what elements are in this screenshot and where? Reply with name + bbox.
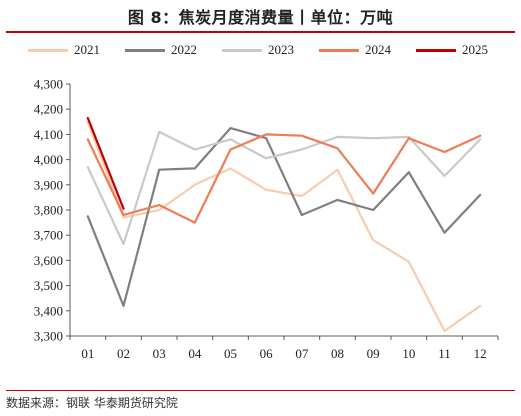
title-divider — [6, 31, 515, 33]
y-axis: 3,300 3,400 3,500 3,600 3,700 3,800 3,900 4,000… — [34, 77, 71, 344]
legend-item-2023: 2023 — [222, 38, 294, 62]
chart-area: 3,300 3,400 3,500 3,600 3,700 3,800 3,900 4,000… — [0, 62, 521, 382]
x-tick-label: 08 — [331, 346, 344, 361]
legend-swatch-2022 — [125, 48, 165, 52]
y-tick-label: 3,500 — [34, 278, 63, 293]
series-line-2025 — [86, 116, 125, 210]
source-note: 数据来源：钢联 华泰期货研究院 — [6, 396, 178, 410]
legend-item-2025: 2025 — [416, 38, 488, 62]
x-tick-label: 02 — [117, 346, 130, 361]
line-chart: 3,300 3,400 3,500 3,600 3,700 3,800 3,900 4,000… — [34, 77, 499, 361]
source-divider — [6, 390, 515, 391]
chart-legend: 2021 2022 2023 2024 2025 — [0, 38, 521, 62]
series-line-2021 — [86, 120, 482, 333]
legend-label-2025: 2025 — [462, 42, 488, 57]
legend-swatch-2025 — [416, 48, 456, 52]
x-tick-label: 09 — [367, 346, 380, 361]
y-tick-label: 3,900 — [34, 177, 63, 192]
y-tick-label: 3,300 — [34, 329, 63, 344]
series-line-2023 — [86, 130, 482, 246]
series-lines — [86, 116, 482, 333]
y-tick-label: 3,700 — [34, 228, 63, 243]
y-tick-label: 3,600 — [34, 253, 63, 268]
series-line-2022 — [86, 126, 482, 307]
legend-swatch-2024 — [319, 48, 359, 52]
x-tick-label: 05 — [224, 346, 237, 361]
legend-swatch-2021 — [28, 48, 68, 52]
legend-label-2024: 2024 — [365, 42, 391, 57]
x-tick-label: 01 — [81, 346, 94, 361]
series-line-2024 — [86, 133, 482, 224]
legend-label-2023: 2023 — [268, 42, 294, 57]
x-tick-label: 10 — [402, 346, 415, 361]
y-tick-label: 4,200 — [34, 102, 63, 117]
y-tick-label: 3,400 — [34, 303, 63, 318]
legend-label-2021: 2021 — [74, 42, 100, 57]
chart-title: 图 8：焦炭月度消费量丨单位：万吨 — [127, 8, 394, 27]
x-tick-label: 03 — [153, 346, 166, 361]
x-tick-label: 04 — [188, 346, 202, 361]
legend-item-2022: 2022 — [125, 38, 197, 62]
y-tick-label: 4,300 — [34, 77, 63, 92]
legend-label-2022: 2022 — [171, 42, 197, 57]
x-tick-label: 07 — [295, 346, 309, 361]
x-axis: 01 02 03 04 05 06 07 08 09 10 11 12 — [69, 335, 499, 361]
legend-item-2021: 2021 — [28, 38, 100, 62]
y-tick-label: 3,800 — [34, 203, 63, 218]
legend-item-2024: 2024 — [319, 38, 391, 62]
x-tick-label: 12 — [474, 346, 487, 361]
x-tick-label: 06 — [260, 346, 274, 361]
y-tick-label: 4,000 — [34, 152, 63, 167]
legend-swatch-2023 — [222, 48, 262, 52]
x-tick-label: 11 — [438, 346, 451, 361]
y-tick-label: 4,100 — [34, 127, 63, 142]
